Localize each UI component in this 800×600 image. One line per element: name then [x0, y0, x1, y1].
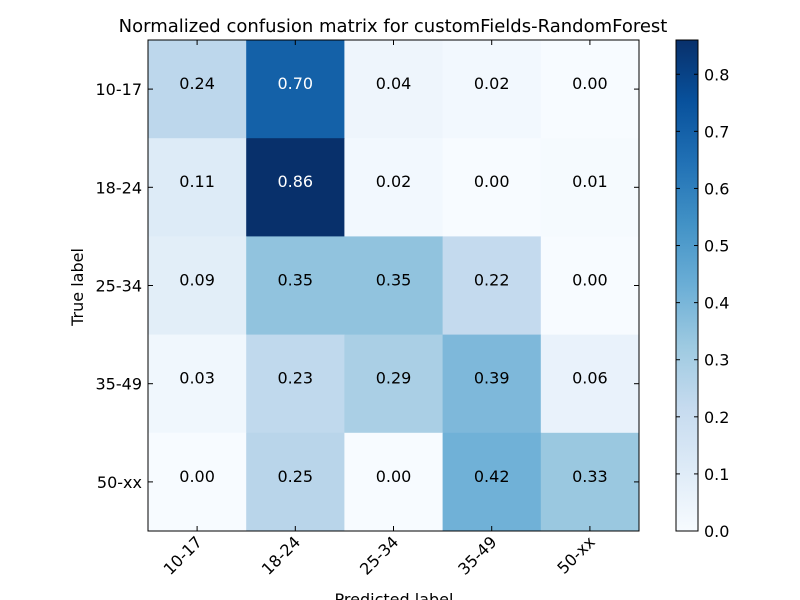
cell-value-label: 0.00 [572, 74, 608, 93]
y-tick-label: 25-34 [96, 277, 143, 296]
heatmap-cell [344, 138, 444, 237]
heatmap-cell [442, 138, 542, 237]
cell-value-label: 0.23 [277, 369, 313, 388]
heatmap-cell [148, 138, 247, 237]
heatmap-cell [246, 40, 345, 139]
heatmap-cell [246, 432, 345, 532]
heatmap-cell [344, 334, 444, 434]
heatmap-cell [540, 236, 640, 336]
heatmap-cells [148, 40, 640, 532]
cell-value-label: 0.09 [179, 270, 215, 289]
heatmap-cell [246, 138, 345, 237]
cell-value-label: 0.02 [474, 74, 510, 93]
heatmap-cell [442, 432, 542, 532]
y-axis-label: True label [68, 248, 87, 327]
heatmap-cell [148, 334, 247, 434]
heatmap-cell [344, 236, 444, 336]
heatmap-cell [246, 334, 345, 434]
cell-value-label: 0.22 [474, 270, 510, 289]
x-tick-labels: 10-17 18-24 25-34 35-49 50-xx [160, 532, 599, 578]
heatmap-cell [344, 432, 444, 532]
cell-value-label: 0.00 [572, 270, 608, 289]
colorbar-tick-label: 0.4 [704, 294, 729, 313]
cell-value-label: 0.24 [179, 74, 215, 93]
colorbar-tick-label: 0.1 [704, 465, 729, 484]
heatmap-cell-labels: 0.24 0.70 0.04 0.02 0.00 0.11 0.86 0.02 0.00 0.01… [179, 74, 607, 486]
cell-value-label: 0.00 [376, 467, 412, 486]
cell-value-label: 0.35 [376, 270, 412, 289]
colorbar-tick-label: 0.5 [704, 237, 729, 256]
colorbar-tick-label: 0.3 [704, 351, 729, 370]
heatmap-cell [344, 40, 444, 139]
colorbar-ticks: 0.0 0.1 0.2 0.3 0.4 0.5 0.6 0.7 0.8 [676, 65, 729, 541]
colorbar [675, 39, 699, 532]
cell-value-label: 0.02 [376, 172, 412, 191]
heatmap-cell [540, 334, 640, 434]
cell-value-label: 0.33 [572, 467, 608, 486]
heatmap-cell [442, 236, 542, 336]
heatmap-cell [148, 40, 247, 139]
y-tick-labels: 10-17 18-24 25-34 35-49 50-xx [96, 80, 143, 492]
x-tick-label: 50-xx [553, 532, 598, 577]
heatmap-cell [540, 40, 640, 139]
x-tick-label: 10-17 [160, 532, 206, 578]
colorbar-tick-label: 0.8 [704, 65, 729, 84]
heatmap-cell [442, 334, 542, 434]
y-tick-label: 18-24 [96, 178, 143, 197]
cell-value-label: 0.00 [179, 467, 215, 486]
y-tick-label: 10-17 [96, 80, 143, 99]
cell-value-label: 0.03 [179, 369, 215, 388]
x-tick-label: 18-24 [258, 532, 304, 578]
cell-value-label: 0.42 [474, 467, 510, 486]
x-axis-label: Predicted label [335, 590, 454, 600]
chart-title: Normalized confusion matrix for customFi… [119, 16, 668, 37]
cell-value-label: 0.39 [474, 369, 510, 388]
cell-value-label: 0.04 [376, 74, 412, 93]
heatmap-cell [540, 432, 640, 532]
colorbar-tick-label: 0.6 [704, 179, 729, 198]
cell-value-label: 0.86 [277, 172, 313, 191]
cell-value-label: 0.11 [179, 172, 215, 191]
heatmap-cell [540, 138, 640, 237]
x-tick-label: 35-49 [454, 532, 500, 578]
colorbar-tick-label: 0.7 [704, 122, 729, 141]
cell-value-label: 0.35 [277, 270, 313, 289]
axis-ticks [148, 40, 639, 531]
x-tick-label: 25-34 [356, 532, 402, 578]
heatmap-cell [148, 432, 247, 532]
y-tick-label: 50-xx [97, 473, 142, 492]
colorbar-tick-label: 0.0 [704, 522, 729, 541]
heatmap-cell [246, 236, 345, 336]
cell-value-label: 0.06 [572, 369, 608, 388]
cell-value-label: 0.00 [474, 172, 510, 191]
cell-value-label: 0.01 [572, 172, 608, 191]
y-tick-label: 35-49 [96, 375, 143, 394]
cell-value-label: 0.70 [277, 74, 313, 93]
colorbar-tick-label: 0.2 [704, 408, 729, 427]
heatmap-cell [148, 236, 247, 336]
heatmap-cell [442, 40, 542, 139]
cell-value-label: 0.25 [277, 467, 313, 486]
cell-value-label: 0.29 [376, 369, 412, 388]
